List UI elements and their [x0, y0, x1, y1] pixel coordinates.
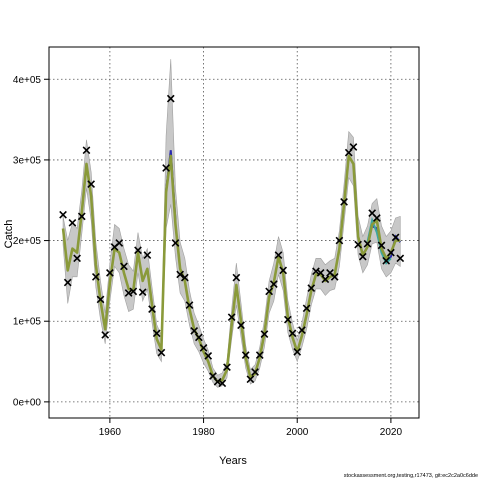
y-tick-label: 2e+05 [13, 236, 42, 247]
observed-point [330, 272, 339, 281]
observed-point [171, 239, 180, 247]
observed-point [82, 146, 91, 155]
y-tick-label: 0e+00 [13, 397, 42, 408]
observed-point [321, 275, 330, 284]
x-tick-label: 1960 [99, 427, 122, 438]
observed-point [63, 278, 72, 287]
observed-point [185, 301, 194, 309]
observed-point [302, 304, 311, 313]
grid-lines [49, 47, 419, 418]
observed-point [316, 268, 325, 277]
y-tick-label: 3e+05 [13, 155, 42, 166]
observed-point [162, 164, 170, 172]
observed-point [213, 377, 222, 386]
observed-point [335, 236, 344, 245]
footer-note: stockassessment.org,testing,r17473, git:… [344, 473, 478, 479]
observed-point [138, 288, 147, 297]
x-tick-label: 1980 [192, 427, 215, 438]
observed-point [255, 351, 264, 359]
observed-point [396, 254, 405, 263]
observed-point [124, 289, 133, 297]
observed-point [265, 287, 273, 296]
observed-point [87, 180, 96, 188]
observed-point [180, 273, 189, 282]
y-tick-label: 4e+05 [13, 75, 42, 86]
observed-point [232, 273, 241, 282]
observed-point [134, 246, 142, 255]
observed-point [298, 326, 306, 334]
y-axis-title: Catch [3, 220, 15, 249]
observed-point [204, 352, 213, 360]
observed-point [251, 368, 259, 376]
observed-point [115, 239, 124, 247]
observed-point [288, 329, 297, 338]
observed-point [279, 266, 288, 275]
observed-point [218, 379, 227, 388]
observed-point [307, 284, 316, 293]
observed-point [157, 348, 166, 357]
observed-point [166, 94, 175, 103]
observed-point [148, 305, 156, 313]
observed-point [129, 287, 138, 296]
observed-point [358, 252, 367, 261]
observed-catch-points [59, 94, 405, 388]
observed-point [237, 321, 245, 330]
observed-point [260, 330, 269, 338]
observed-point [269, 280, 278, 288]
observed-point [227, 313, 236, 322]
observed-point [382, 256, 391, 265]
observed-point [101, 331, 110, 339]
observed-point [59, 210, 67, 219]
x-axis: 1960 1980 2000 2020 [99, 418, 403, 438]
observed-point [152, 329, 161, 338]
observed-point [372, 214, 381, 222]
observed-point [195, 333, 203, 342]
observed-point [120, 262, 128, 271]
observed-point [377, 241, 386, 250]
y-axis: 0e+00 1e+05 2e+05 3e+05 4e+05 [13, 75, 49, 408]
observed-point [283, 315, 292, 324]
plot-frame [48, 46, 420, 419]
observed-point [241, 351, 250, 359]
observed-point [77, 212, 86, 221]
x-tick-label: 2000 [286, 427, 309, 438]
observed-point [354, 240, 362, 249]
observed-point [176, 270, 185, 279]
observed-point [349, 143, 358, 151]
observed-point [68, 218, 77, 227]
x-axis-title: Years [219, 455, 247, 467]
observed-point [96, 295, 105, 304]
fitted-catch-line [61, 154, 401, 384]
observed-point [73, 254, 81, 263]
confidence-band [62, 59, 401, 388]
observed-point [312, 267, 320, 276]
observed-point [340, 197, 348, 206]
observed-point [293, 347, 302, 356]
y-tick-label: 1e+05 [13, 317, 42, 328]
x-tick-label: 2020 [380, 427, 403, 438]
observed-point [246, 375, 255, 384]
observed-point [391, 233, 400, 242]
observed-point [91, 272, 100, 281]
observed-point [190, 327, 199, 335]
observed-point [274, 251, 283, 259]
observed-point [199, 343, 208, 352]
observed-point [387, 248, 395, 257]
observed-point [143, 251, 152, 259]
observed-point [223, 363, 231, 372]
observed-point [363, 239, 372, 248]
observed-point [106, 268, 114, 277]
